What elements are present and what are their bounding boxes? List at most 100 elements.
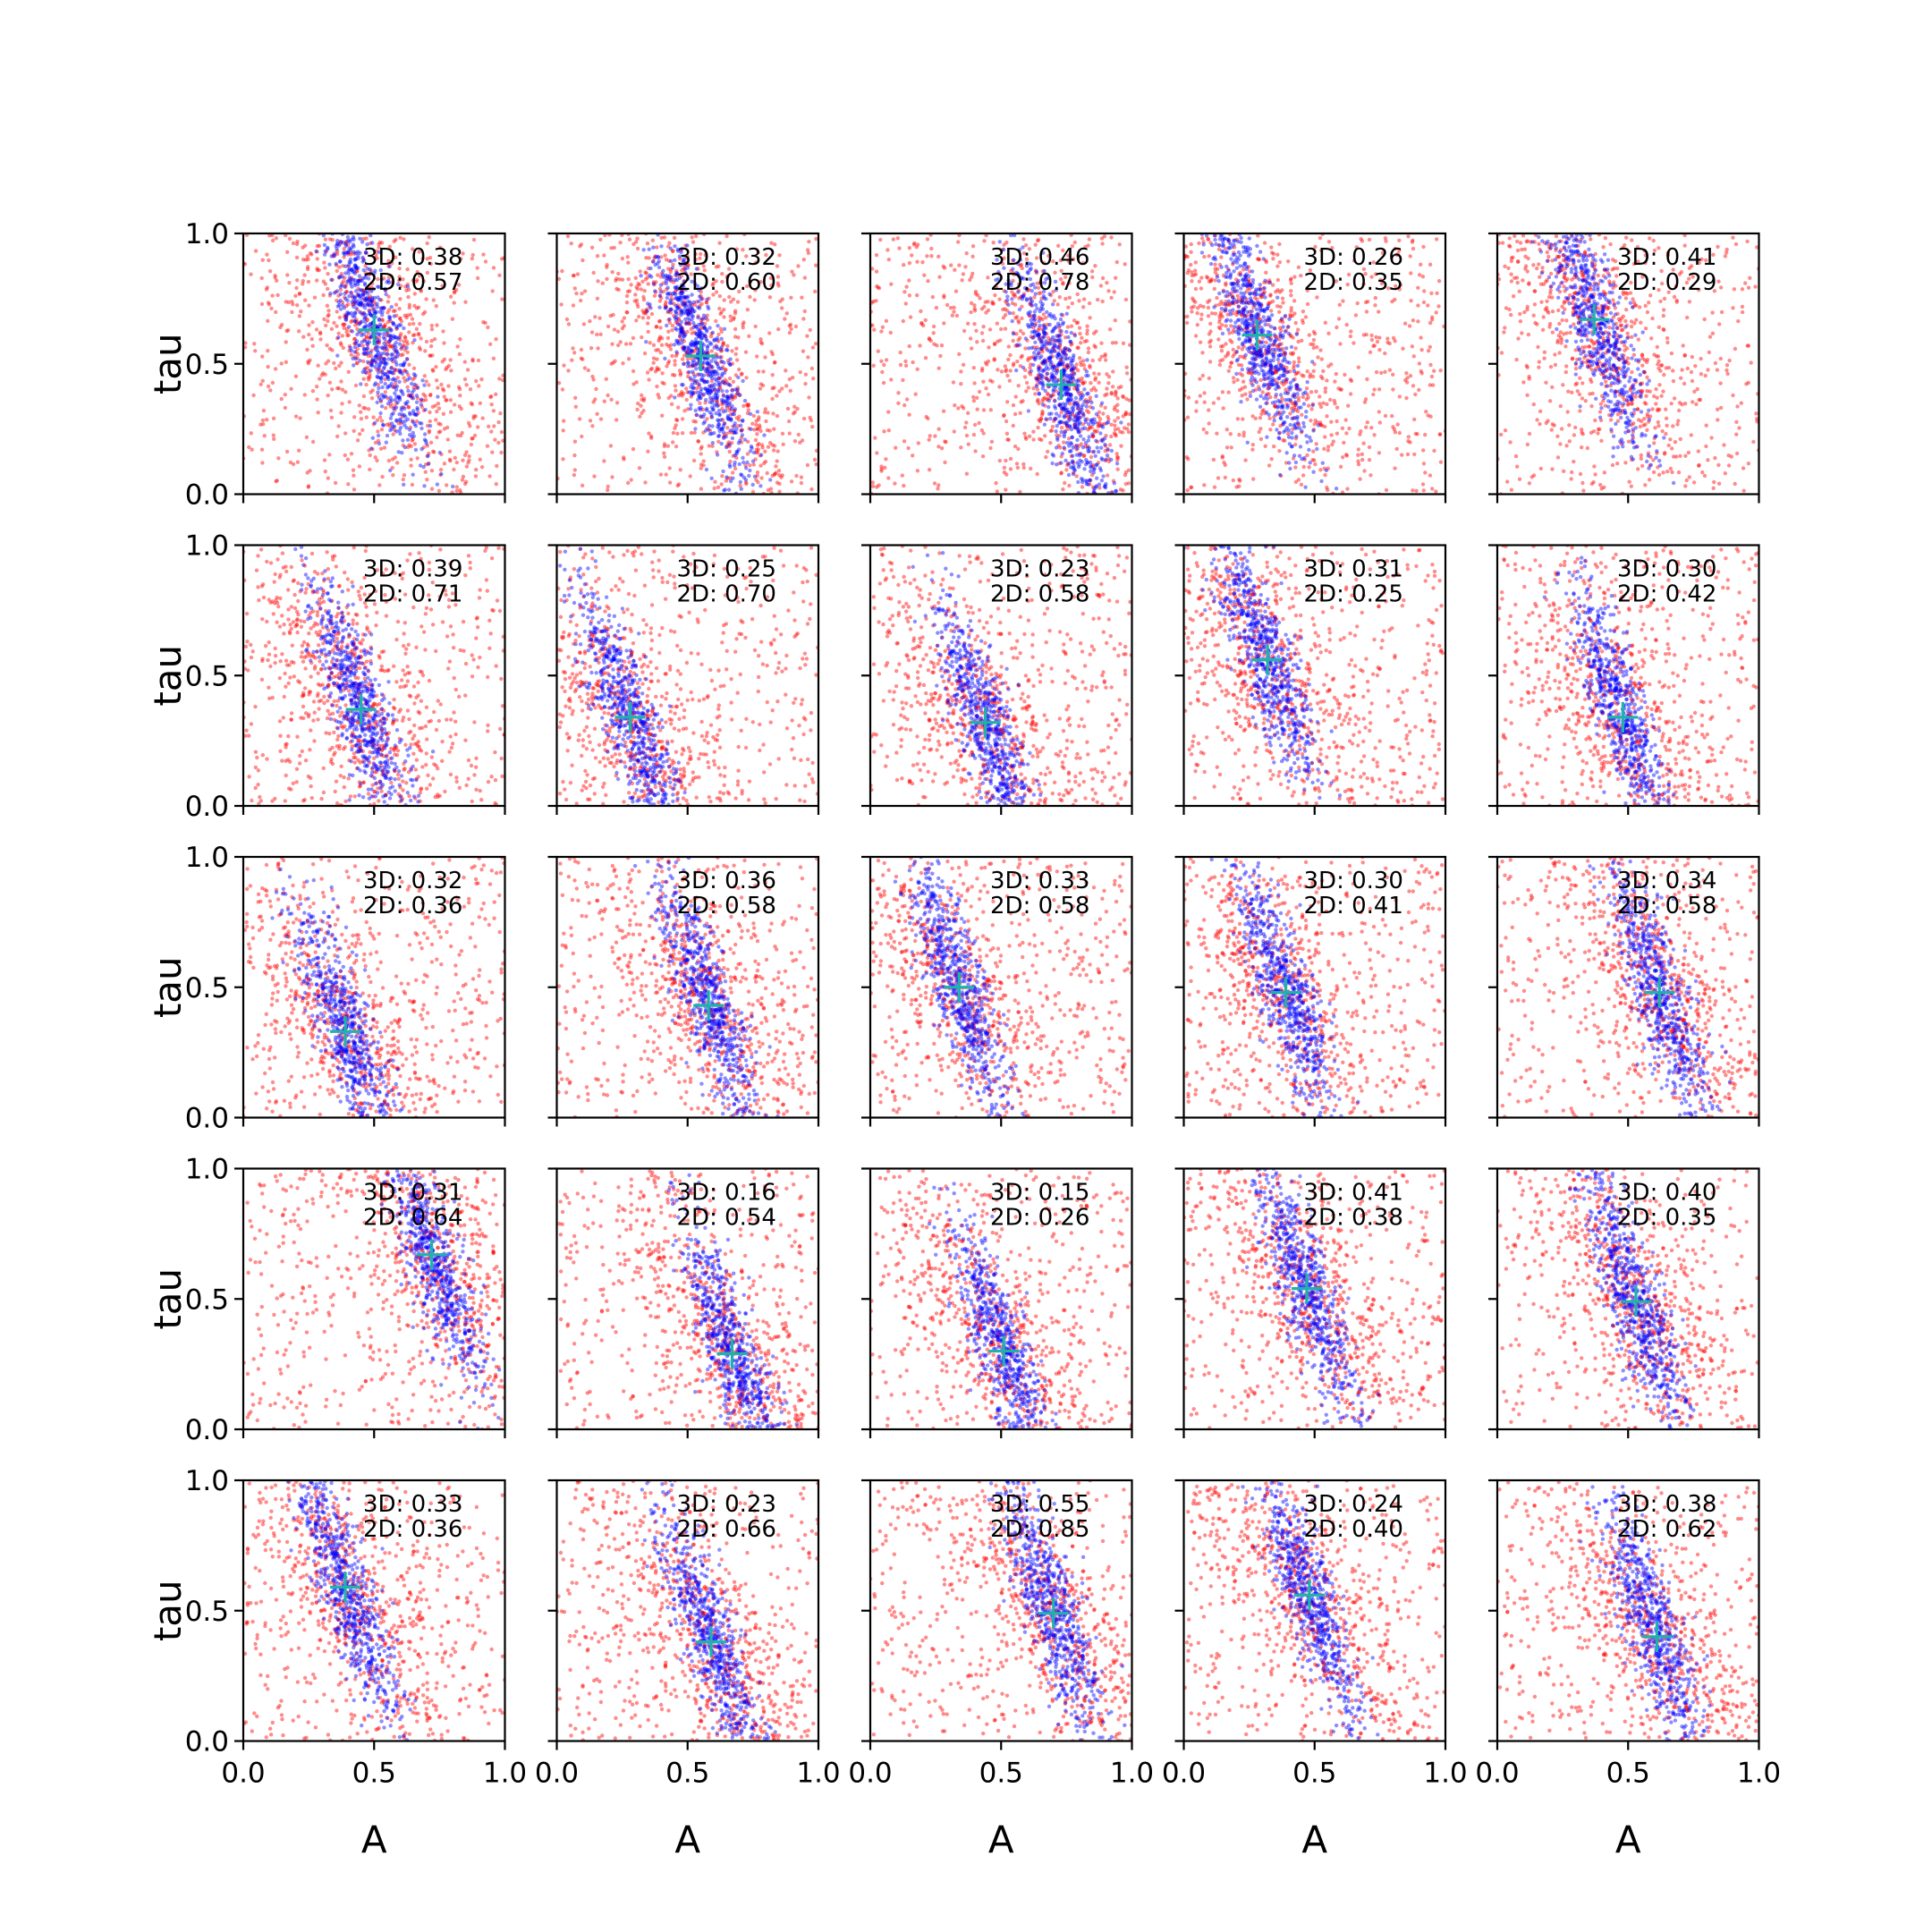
red-point bbox=[784, 369, 788, 373]
red-point bbox=[344, 326, 350, 331]
red-point bbox=[364, 317, 369, 321]
blue-point bbox=[386, 370, 391, 375]
red-point bbox=[393, 428, 397, 433]
red-point bbox=[344, 290, 349, 294]
blue-point bbox=[705, 348, 709, 353]
red-point bbox=[340, 334, 344, 338]
blue-point bbox=[689, 301, 693, 306]
blue-point bbox=[397, 369, 402, 375]
red-point bbox=[1229, 324, 1233, 328]
blue-point bbox=[363, 275, 368, 280]
blue-point bbox=[383, 288, 387, 292]
red-point bbox=[1040, 327, 1045, 332]
red-point bbox=[579, 242, 584, 247]
blue-point bbox=[674, 350, 679, 354]
blue-point bbox=[1090, 406, 1096, 411]
red-point bbox=[1051, 393, 1056, 397]
red-point bbox=[258, 422, 263, 427]
red-point bbox=[1215, 431, 1219, 436]
blue-point bbox=[380, 312, 385, 318]
red-point bbox=[1116, 386, 1122, 390]
red-point bbox=[374, 249, 379, 253]
red-point bbox=[932, 481, 937, 486]
red-point bbox=[879, 464, 884, 469]
blue-point bbox=[646, 301, 650, 306]
blue-point bbox=[1067, 424, 1072, 428]
blue-point bbox=[688, 406, 693, 411]
red-point bbox=[1024, 389, 1029, 394]
red-point bbox=[266, 318, 270, 323]
red-point bbox=[452, 291, 457, 295]
blue-point bbox=[338, 275, 343, 279]
red-point bbox=[1074, 415, 1079, 419]
red-point bbox=[450, 317, 455, 321]
red-point bbox=[326, 312, 331, 318]
blue-point bbox=[1041, 359, 1046, 363]
blue-point bbox=[1070, 435, 1075, 440]
blue-point bbox=[373, 347, 377, 352]
blue-point bbox=[1063, 405, 1067, 410]
red-point bbox=[632, 299, 637, 303]
red-point bbox=[1428, 362, 1433, 368]
red-point bbox=[354, 318, 359, 322]
blue-point bbox=[388, 395, 393, 400]
red-point bbox=[922, 273, 927, 277]
red-point bbox=[880, 325, 886, 329]
red-point bbox=[345, 252, 351, 257]
blue-point bbox=[1091, 467, 1097, 472]
red-point bbox=[640, 393, 644, 398]
red-point bbox=[772, 427, 776, 431]
blue-point bbox=[411, 387, 417, 393]
red-point bbox=[476, 425, 480, 429]
red-point bbox=[784, 311, 789, 316]
red-point bbox=[705, 426, 709, 431]
red-point bbox=[992, 357, 996, 361]
red-point bbox=[1092, 343, 1097, 348]
blue-point bbox=[353, 319, 358, 324]
blue-point bbox=[675, 322, 681, 326]
red-point bbox=[1436, 304, 1441, 309]
blue-point bbox=[368, 325, 372, 329]
blue-point bbox=[687, 318, 691, 323]
red-point bbox=[596, 346, 600, 351]
red-point bbox=[1379, 281, 1385, 286]
red-point bbox=[807, 395, 811, 400]
red-point bbox=[901, 318, 905, 324]
blue-point bbox=[382, 351, 386, 356]
red-point bbox=[635, 407, 640, 412]
red-point bbox=[707, 296, 711, 301]
red-point bbox=[1128, 343, 1132, 347]
red-point bbox=[1075, 345, 1080, 350]
red-point bbox=[352, 354, 357, 359]
red-point bbox=[718, 311, 723, 317]
red-point bbox=[1057, 343, 1063, 347]
red-point bbox=[882, 362, 886, 368]
red-point bbox=[354, 268, 359, 273]
blue-point bbox=[396, 335, 402, 340]
blue-point bbox=[398, 369, 402, 374]
blue-point bbox=[378, 267, 383, 273]
blue-point bbox=[1040, 382, 1046, 386]
blue-point bbox=[733, 430, 737, 435]
red-point bbox=[1184, 455, 1190, 460]
blue-point bbox=[379, 357, 385, 361]
blue-point bbox=[709, 359, 714, 363]
red-point bbox=[664, 258, 669, 262]
blue-point bbox=[707, 428, 711, 432]
blue-point bbox=[697, 382, 702, 387]
blue-point bbox=[375, 352, 380, 358]
blue-point bbox=[389, 305, 394, 309]
red-point bbox=[1058, 361, 1063, 367]
red-point bbox=[682, 353, 687, 358]
blue-point bbox=[1064, 373, 1070, 377]
red-point bbox=[1421, 300, 1427, 305]
blue-point bbox=[377, 332, 383, 336]
blue-point bbox=[1099, 479, 1105, 483]
red-point bbox=[1277, 410, 1283, 415]
red-point bbox=[687, 322, 692, 326]
blue-point bbox=[329, 277, 334, 282]
blue-point bbox=[397, 395, 402, 400]
blue-point bbox=[735, 391, 740, 396]
red-point bbox=[731, 317, 736, 322]
red-point bbox=[1061, 487, 1065, 492]
